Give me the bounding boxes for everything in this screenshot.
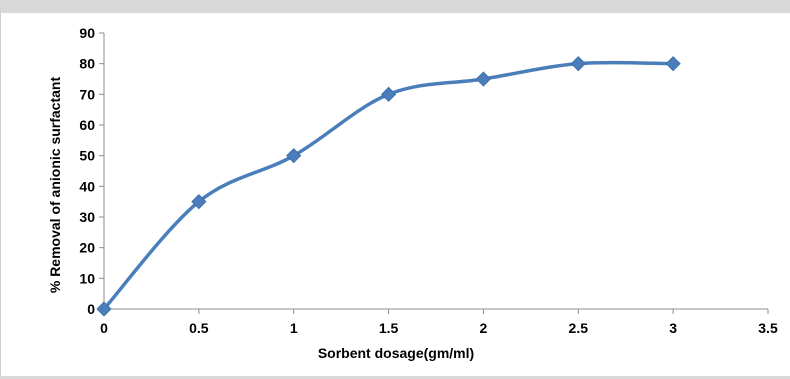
- y-tick-label: 10: [79, 270, 95, 286]
- data-point-marker: [381, 86, 397, 102]
- y-tick-label: 20: [79, 240, 95, 256]
- y-axis-ticks: 0 10 20 30 40 50 60 70 80 90: [79, 25, 104, 317]
- data-point-marker: [96, 301, 112, 317]
- x-tick-label: 0: [100, 320, 108, 336]
- y-tick-label: 50: [79, 148, 95, 164]
- y-tick-label: 0: [87, 301, 95, 317]
- data-point-marker: [286, 148, 302, 164]
- x-tick-label: 2: [480, 320, 488, 336]
- y-tick-label: 60: [79, 117, 95, 133]
- y-tick-label: 90: [79, 25, 95, 41]
- y-tick-label: 80: [79, 56, 95, 72]
- x-tick-label: 0.5: [189, 320, 209, 336]
- y-tick-label: 40: [79, 178, 95, 194]
- y-tick-label: 70: [79, 86, 95, 102]
- x-tick-label: 3.5: [758, 320, 778, 336]
- x-tick-label: 2.5: [569, 320, 589, 336]
- y-axis-title: % Removal of anionic surfactant: [47, 77, 63, 294]
- x-tick-label: 1.5: [379, 320, 399, 336]
- y-tick-label: 30: [79, 209, 95, 225]
- data-point-marker: [191, 194, 207, 210]
- data-point-marker: [665, 56, 681, 72]
- x-axis-title: Sorbent dosage(gm/ml): [318, 345, 474, 361]
- x-tick-label: 1: [290, 320, 298, 336]
- data-point-marker: [570, 56, 586, 72]
- data-point-marker: [475, 71, 491, 87]
- x-tick-label: 3: [669, 320, 677, 336]
- x-axis-ticks: 0 0.5 1 1.5 2 2.5 3 3.5: [100, 309, 778, 336]
- series-markers: [96, 56, 681, 317]
